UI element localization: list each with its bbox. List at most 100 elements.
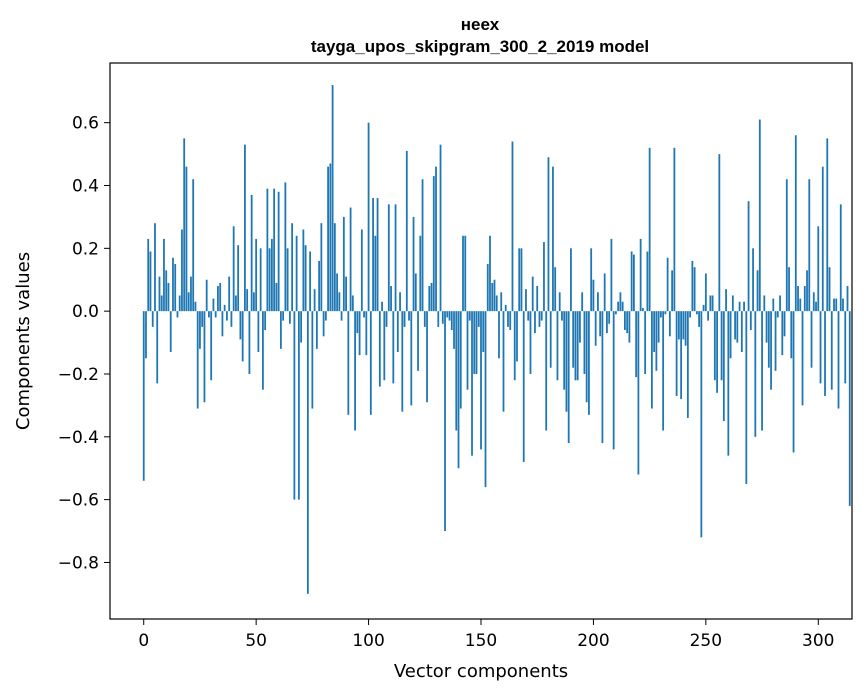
bar-41 xyxy=(235,295,237,312)
bar-165 xyxy=(513,311,516,381)
bar-60 xyxy=(277,191,280,312)
bar-48 xyxy=(250,194,253,312)
bar-6 xyxy=(156,311,159,384)
bar-162 xyxy=(507,311,509,327)
bar-166 xyxy=(516,311,518,362)
bar-204 xyxy=(601,311,604,444)
bar-224 xyxy=(646,251,649,312)
bar-24 xyxy=(196,311,199,409)
bar-14 xyxy=(174,264,177,312)
bar-258 xyxy=(722,311,725,422)
bar-234 xyxy=(668,311,671,337)
bar-118 xyxy=(408,311,410,321)
bar-193 xyxy=(576,311,579,381)
x-tick-label: 50 xyxy=(245,631,267,651)
bar-124 xyxy=(421,179,424,312)
bar-148 xyxy=(475,311,478,374)
bar-15 xyxy=(176,311,179,318)
bar-112 xyxy=(394,204,397,312)
bar-294 xyxy=(803,286,806,312)
bar-113 xyxy=(396,311,399,352)
bar-197 xyxy=(585,311,588,403)
bar-73 xyxy=(306,311,309,594)
bar-286 xyxy=(785,179,788,312)
bar-187 xyxy=(563,311,566,390)
bar-267 xyxy=(743,301,745,312)
bar-288 xyxy=(790,311,793,359)
bar-85 xyxy=(333,223,336,312)
bar-115 xyxy=(401,311,404,412)
y-axis-ticks: −0.8 −0.6 −0.4 −0.2 0.0 0.2 0.4 0.6 xyxy=(58,114,110,573)
bar-7 xyxy=(158,276,161,312)
bar-87 xyxy=(338,292,341,312)
bar-137 xyxy=(450,311,453,331)
bar-55 xyxy=(266,188,269,312)
bar-189 xyxy=(567,311,570,444)
bar-51 xyxy=(257,311,260,352)
y-tick-label: −0.2 xyxy=(58,365,99,385)
bar-265 xyxy=(738,301,741,312)
bar-116 xyxy=(403,311,406,327)
bar-79 xyxy=(320,223,323,312)
bar-44 xyxy=(241,311,244,362)
bar-126 xyxy=(426,311,428,403)
x-tick-label: 250 xyxy=(690,631,722,651)
bar-13 xyxy=(172,257,174,312)
bar-122 xyxy=(417,311,419,371)
bar-238 xyxy=(677,311,680,340)
bar-244 xyxy=(691,260,694,312)
bar-107 xyxy=(383,311,386,381)
bar-12 xyxy=(169,311,172,352)
bar-216 xyxy=(628,311,631,343)
bar-61 xyxy=(279,311,282,349)
bar-123 xyxy=(419,235,422,312)
bar-314 xyxy=(848,311,851,506)
bar-217 xyxy=(630,251,633,312)
bar-139 xyxy=(455,311,458,431)
bar-194 xyxy=(579,311,581,343)
bar-121 xyxy=(414,273,417,312)
bar-239 xyxy=(680,311,683,400)
y-tick-label: 0.0 xyxy=(72,302,99,322)
bar-248 xyxy=(700,311,703,538)
bar-278 xyxy=(767,311,770,368)
bar-63 xyxy=(284,182,287,312)
bar-70 xyxy=(300,311,303,343)
bar-222 xyxy=(641,308,644,312)
bar-271 xyxy=(752,248,754,312)
bar-27 xyxy=(203,311,206,403)
bar-100 xyxy=(367,122,370,312)
bar-240 xyxy=(682,311,685,340)
bar-156 xyxy=(493,279,496,312)
bar-151 xyxy=(482,311,485,352)
bar-268 xyxy=(745,311,748,484)
bar-168 xyxy=(520,248,523,312)
bar-36 xyxy=(223,304,226,312)
bar-245 xyxy=(693,267,696,312)
bar-54 xyxy=(264,311,267,331)
x-tick-label: 0 xyxy=(138,631,149,651)
bar-65 xyxy=(288,311,291,324)
bar-142 xyxy=(462,235,464,312)
bar-261 xyxy=(729,311,732,359)
bar-277 xyxy=(765,311,768,343)
bar-173 xyxy=(531,276,534,312)
bar-175 xyxy=(536,286,539,312)
bar-202 xyxy=(597,292,599,312)
bar-296 xyxy=(808,179,811,312)
bar-34 xyxy=(219,282,222,312)
bar-53 xyxy=(262,311,264,390)
bar-171 xyxy=(527,311,530,321)
bar-96 xyxy=(358,311,361,356)
bar-262 xyxy=(731,295,734,312)
bar-221 xyxy=(639,238,642,312)
bar-102 xyxy=(372,198,374,312)
bars-group xyxy=(142,84,851,594)
bar-196 xyxy=(583,311,586,374)
bar-306 xyxy=(830,311,833,390)
bar-214 xyxy=(624,311,626,331)
bar-233 xyxy=(666,257,669,312)
bar-170 xyxy=(525,289,527,312)
bar-255 xyxy=(716,311,718,393)
